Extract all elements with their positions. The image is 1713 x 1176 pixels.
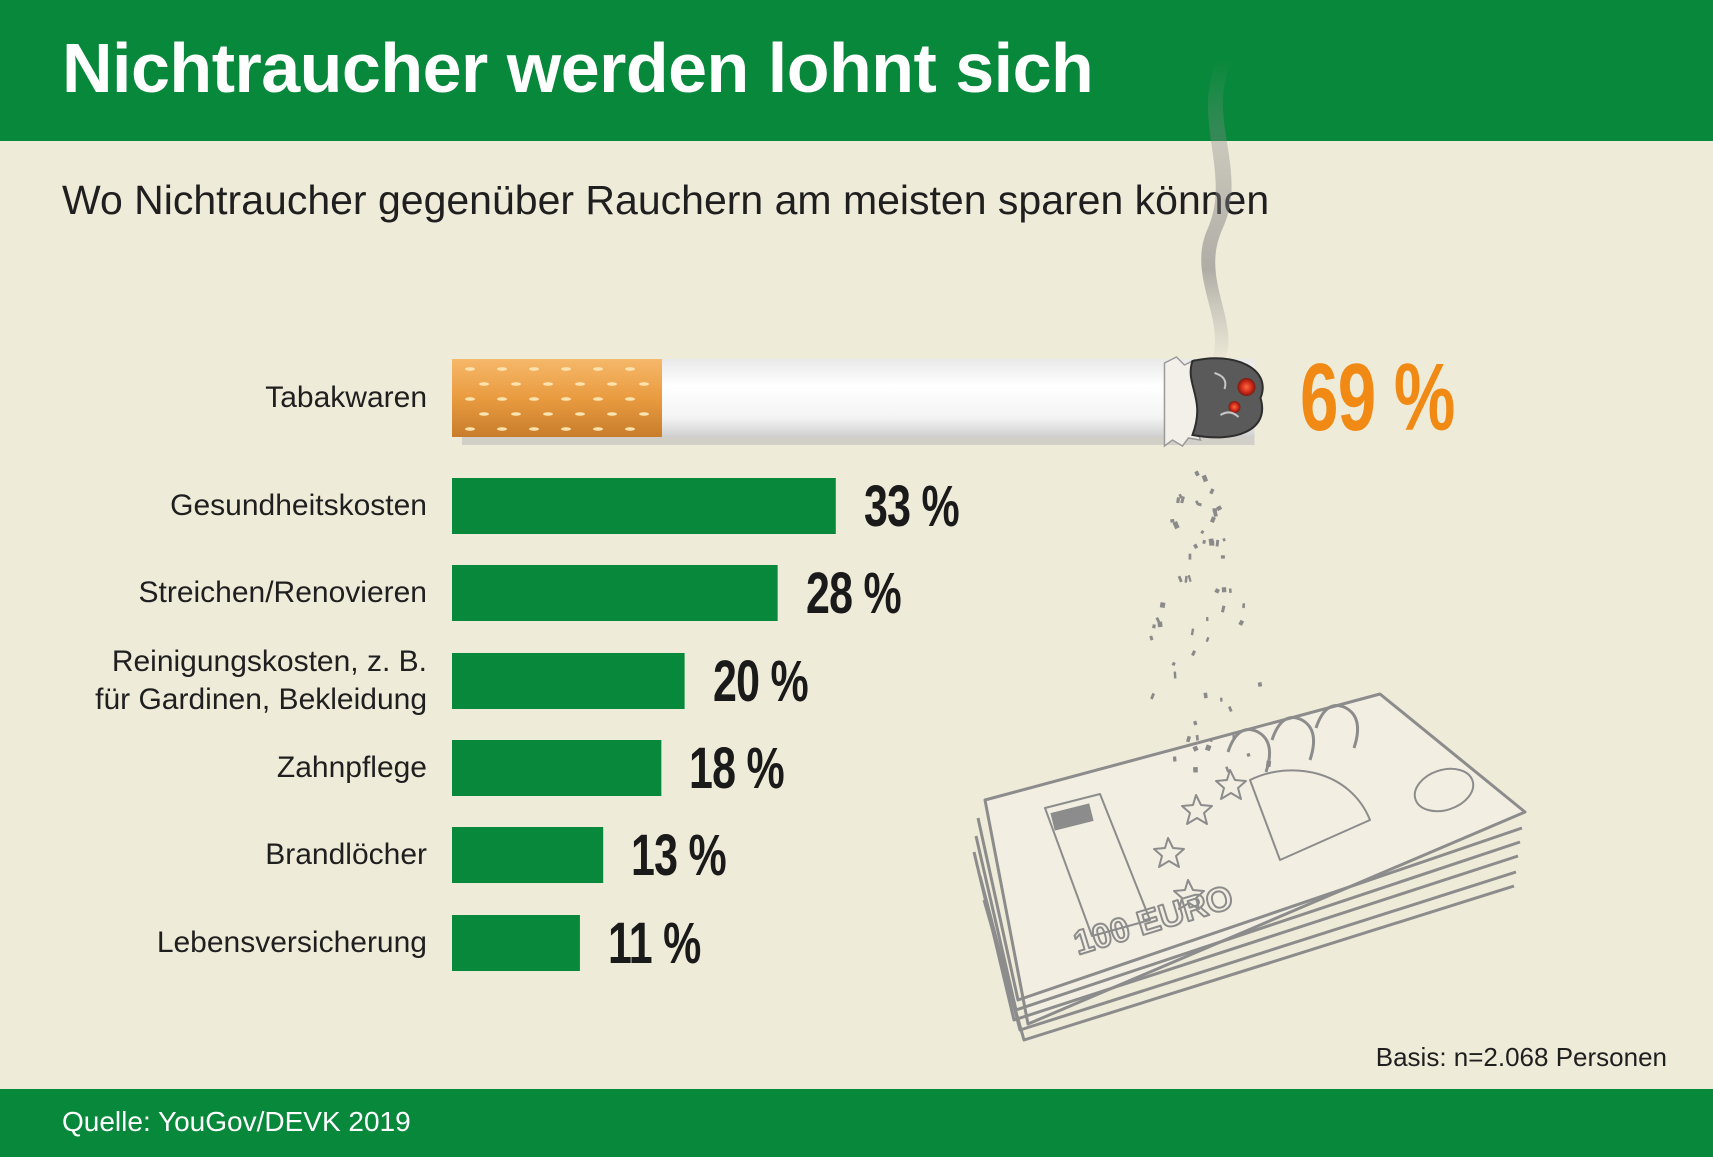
bar	[452, 478, 836, 534]
page-title: Nichtraucher werden lohnt sich	[62, 29, 1094, 107]
bar	[452, 740, 662, 796]
footer-bar: Quelle: YouGov/DEVK 2019	[0, 1089, 1713, 1157]
category-label: Lebensversicherung	[156, 926, 427, 959]
value-label: 20 %	[712, 649, 809, 714]
falling-ash-icon	[1149, 470, 1272, 773]
bottom-strip	[0, 1157, 1713, 1176]
cigarette-bar	[452, 356, 1264, 448]
value-label: 13 %	[631, 823, 727, 888]
bar	[452, 915, 580, 971]
chart-subtitle: Wo Nichtraucher gegenüber Rauchern am me…	[62, 177, 1270, 223]
bar	[452, 565, 778, 621]
source-note: Quelle: YouGov/DEVK 2019	[62, 1106, 411, 1137]
category-label: Gesundheitskosten	[170, 489, 427, 522]
bar	[452, 653, 685, 709]
value-label: 28 %	[805, 561, 902, 626]
value-label: 11 %	[607, 911, 701, 976]
value-label: 69 %	[1300, 344, 1456, 451]
value-label: 18 %	[689, 736, 785, 801]
category-label: Brandlöcher	[265, 838, 427, 871]
category-label: Streichen/Renovieren	[138, 576, 427, 609]
sample-size-note: Basis: n=2.068 Personen	[1375, 1042, 1667, 1072]
category-label: Reinigungskosten, z. B. für Gardinen, Bek…	[95, 645, 427, 716]
header-bar: Nichtraucher werden lohnt sich	[0, 0, 1713, 141]
euro-banknotes-icon: 100 EURO	[972, 692, 1527, 1042]
value-label: 33 %	[863, 474, 960, 539]
smoke-icon	[1201, 58, 1232, 360]
bar-chart: 100 EURO	[452, 58, 1527, 1042]
category-label: Zahnpflege	[276, 751, 427, 784]
category-label: Tabakwaren	[265, 381, 427, 414]
bar	[452, 827, 604, 883]
